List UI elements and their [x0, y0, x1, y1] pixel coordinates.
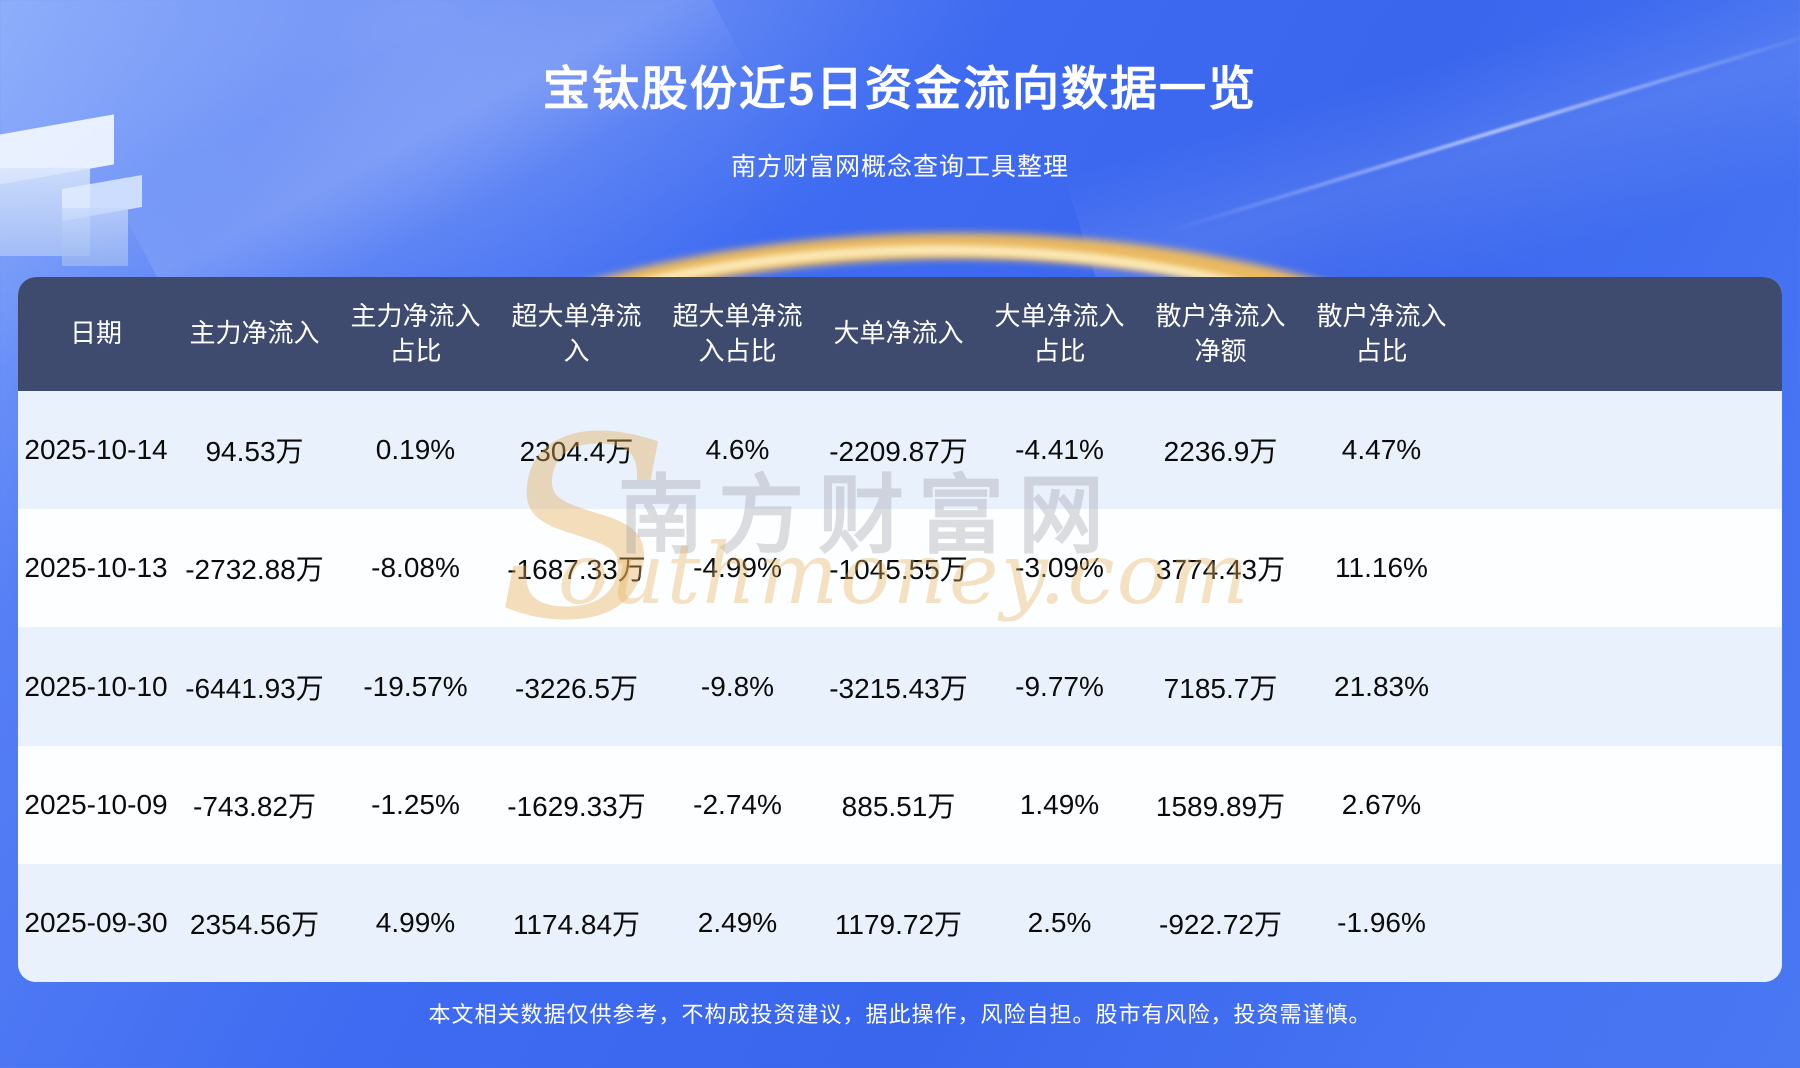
cell-retail-net-inflow: 3774.43万: [1155, 554, 1286, 586]
disclaimer-text: 本文相关数据仅供参考，不构成投资建议，据此操作，风险自担。股市有风险，投资需谨慎…: [428, 1002, 1372, 1027]
cell-retail-net-inflow-pct: 21.83%: [1334, 670, 1429, 702]
cell-date: 2025-09-30: [24, 906, 168, 938]
cell-xl-order-net-inflow-pct: 2.49%: [697, 906, 778, 938]
cell-large-order-net-inflow-pct: 2.5%: [1027, 906, 1092, 938]
cell-xl-order-net-inflow-pct: -9.8%: [700, 670, 775, 702]
cell-retail-net-inflow-pct: 4.47%: [1341, 434, 1422, 466]
cell-large-order-net-inflow-pct: 1.49%: [1019, 788, 1100, 820]
col-header-xl-order-net-inflow: 超大单净流入: [511, 300, 642, 366]
cell-large-order-net-inflow-pct: -4.41%: [1015, 434, 1104, 466]
table-row: 2025-10-13 -2732.88万 -8.08% -1687.33万 -4…: [18, 509, 1782, 628]
col-header-large-order-net-inflow: 大单净流入: [833, 318, 964, 349]
col-header-retail-net-inflow: 散户净流入净额: [1155, 300, 1286, 366]
table-header-row: 日期 主力净流入 主力净流入占比 超大单净流入 超大单净流入占比 大单净流入 大…: [18, 277, 1782, 391]
fund-flow-table: 日期 主力净流入 主力净流入占比 超大单净流入 超大单净流入占比 大单净流入 大…: [18, 277, 1782, 982]
cell-large-order-net-inflow: 885.51万: [841, 790, 956, 822]
cell-xl-order-net-inflow-pct: -2.74%: [693, 788, 782, 820]
cell-main-net-inflow-pct: 4.99%: [375, 906, 456, 938]
cell-retail-net-inflow-pct: 2.67%: [1341, 788, 1422, 820]
cell-retail-net-inflow-pct: -1.96%: [1337, 906, 1426, 938]
cell-date: 2025-10-13: [24, 552, 168, 584]
page-subtitle: 南方财富网概念查询工具整理: [730, 153, 1069, 181]
table-body: 2025-10-14 94.53万 0.19% 2304.4万 4.6% -22…: [18, 391, 1782, 982]
cell-retail-net-inflow: 7185.7万: [1163, 672, 1278, 704]
cell-xl-order-net-inflow: -1687.33万: [507, 554, 646, 586]
col-header-date: 日期: [69, 318, 122, 349]
col-header-main-net-inflow: 主力净流入: [189, 318, 320, 349]
table-row: 2025-10-10 -6441.93万 -19.57% -3226.5万 -9…: [18, 627, 1782, 746]
cell-large-order-net-inflow: -3215.43万: [829, 672, 968, 704]
col-header-large-order-net-inflow-pct: 大单净流入占比: [994, 300, 1125, 366]
cell-xl-order-net-inflow-pct: -4.99%: [693, 552, 782, 584]
cell-retail-net-inflow: 1589.89万: [1155, 790, 1286, 822]
col-header-xl-order-net-inflow-pct: 超大单净流入占比: [672, 300, 803, 366]
cell-main-net-inflow-pct: 0.19%: [375, 434, 456, 466]
cell-retail-net-inflow-pct: 11.16%: [1335, 552, 1428, 584]
cell-main-net-inflow: 94.53万: [205, 436, 304, 468]
col-header-retail-net-inflow-pct: 散户净流入占比: [1316, 300, 1447, 366]
cell-main-net-inflow: 2354.56万: [189, 908, 320, 940]
table-row: 2025-09-30 2354.56万 4.99% 1174.84万 2.49%…: [18, 863, 1782, 982]
table-row: 2025-10-09 -743.82万 -1.25% -1629.33万 -2.…: [18, 745, 1782, 864]
cell-large-order-net-inflow-pct: -9.77%: [1015, 670, 1104, 702]
col-header-main-net-inflow-pct: 主力净流入占比: [350, 300, 481, 366]
cube2-decoration-front: [62, 208, 128, 266]
cell-xl-order-net-inflow-pct: 4.6%: [705, 434, 770, 466]
cell-xl-order-net-inflow: -3226.5万: [515, 672, 638, 704]
cell-retail-net-inflow: -922.72万: [1159, 908, 1282, 940]
cell-main-net-inflow-pct: -19.57%: [363, 670, 468, 702]
cell-large-order-net-inflow: 1179.72万: [834, 908, 963, 940]
cell-retail-net-inflow: 2236.9万: [1163, 436, 1278, 468]
cell-date: 2025-10-09: [24, 788, 168, 820]
cell-xl-order-net-inflow: 2304.4万: [519, 436, 634, 468]
cell-date: 2025-10-10: [24, 670, 168, 702]
cell-main-net-inflow-pct: -8.08%: [371, 552, 460, 584]
table-row: 2025-10-14 94.53万 0.19% 2304.4万 4.6% -22…: [18, 391, 1782, 510]
cell-main-net-inflow: -6441.93万: [185, 672, 324, 704]
cell-large-order-net-inflow-pct: -3.09%: [1015, 552, 1104, 584]
cell-main-net-inflow: -743.82万: [193, 790, 316, 822]
page-title: 宝钛股份近5日资金流向数据一览: [542, 62, 1258, 115]
cell-main-net-inflow-pct: -1.25%: [371, 788, 460, 820]
cell-large-order-net-inflow: -2209.87万: [829, 436, 968, 468]
cell-xl-order-net-inflow: 1174.84万: [512, 908, 641, 940]
cell-main-net-inflow: -2732.88万: [185, 554, 324, 586]
cell-large-order-net-inflow: -1045.55万: [829, 554, 968, 586]
cell-xl-order-net-inflow: -1629.33万: [507, 790, 646, 822]
cell-date: 2025-10-14: [24, 434, 168, 466]
